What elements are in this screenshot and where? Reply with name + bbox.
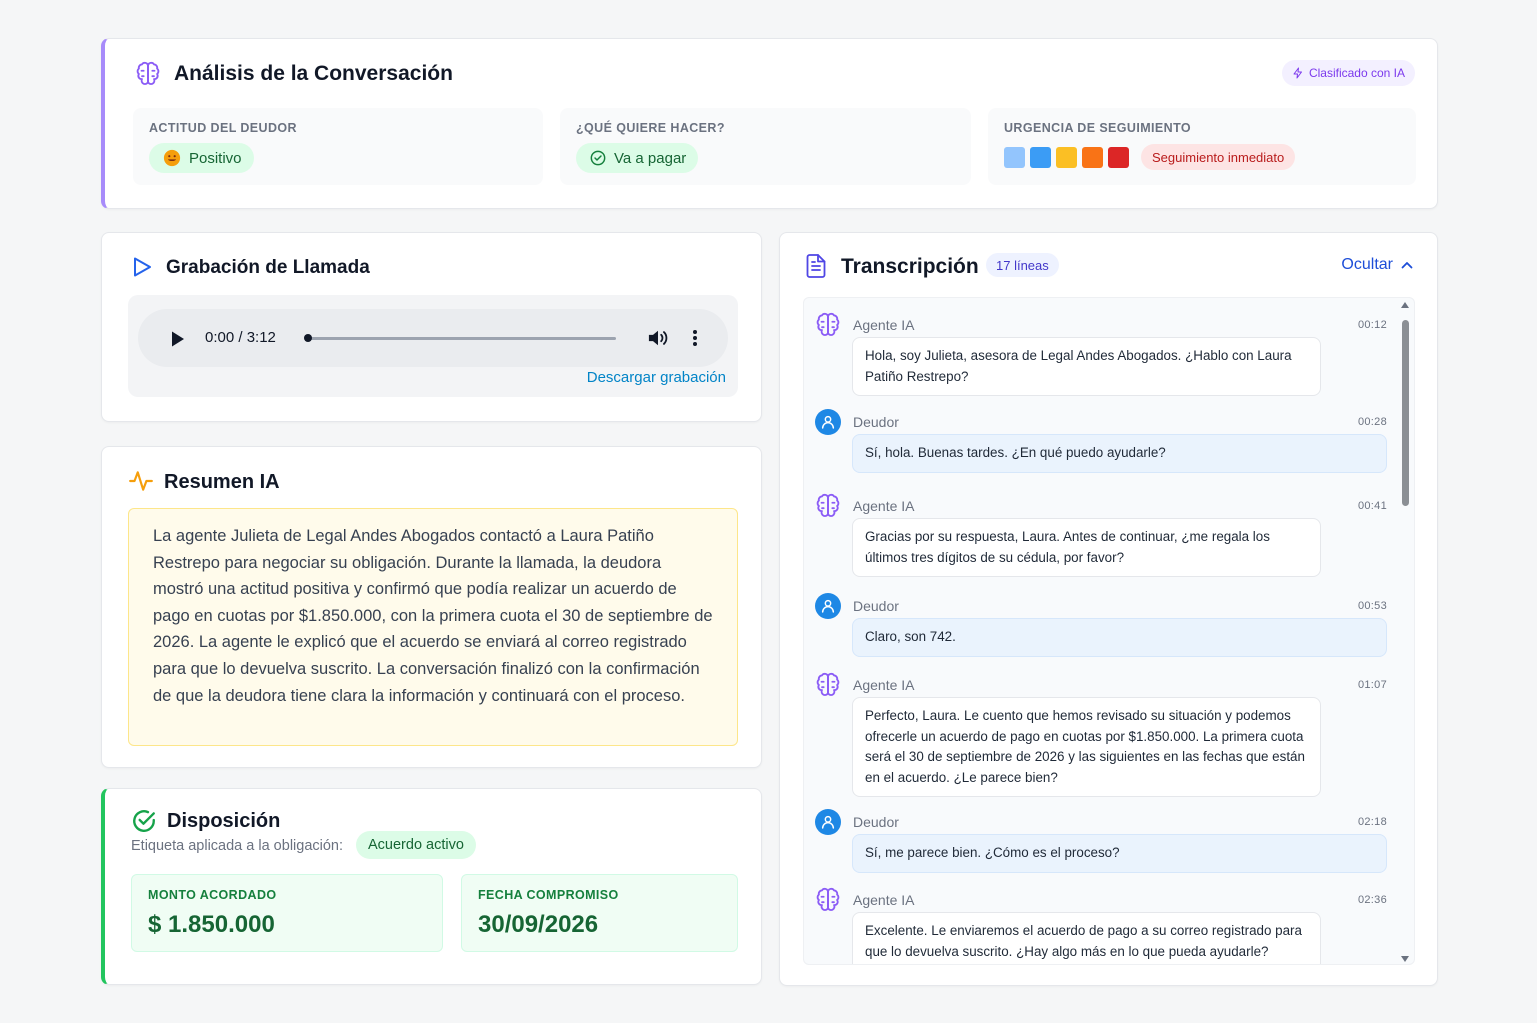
brain-icon: [815, 887, 841, 913]
intent-pill: Va a pagar: [576, 143, 699, 173]
urgency-label: URGENCIA DE SEGUIMIENTO: [1004, 121, 1191, 135]
analysis-title: Análisis de la Conversación: [174, 62, 453, 85]
message-timestamp: 00:28: [1357, 416, 1387, 428]
check-circle-icon: [590, 150, 606, 166]
scrollbar-thumb[interactable]: [1402, 320, 1409, 506]
brain-icon: [815, 672, 841, 698]
speaker-name: Deudor: [853, 814, 899, 830]
transcript-scroll-area[interactable]: Agente IA 00:12 Hola, soy Julieta, asesora…: [803, 297, 1415, 965]
speaker-name: Agente IA: [853, 498, 915, 514]
hide-transcript-label: Ocultar: [1341, 256, 1393, 273]
transcript-title: Transcripción: [841, 255, 979, 278]
play-outline-icon: [130, 255, 154, 279]
message-timestamp: 00:41: [1357, 500, 1387, 512]
speaker-name: Deudor: [853, 414, 899, 430]
ai-classified-badge: Clasificado con IA: [1281, 60, 1415, 86]
intent-tile: ¿QUÉ QUIERE HACER? Va a pagar: [560, 108, 971, 185]
intent-value: Va a pagar: [614, 149, 687, 167]
brain-icon: [815, 312, 841, 338]
recording-title: Grabación de Llamada: [166, 257, 370, 278]
urgency-level-3: [1056, 147, 1077, 168]
speaker-name: Agente IA: [853, 677, 915, 693]
summary-text: La agente Julieta de Legal Andes Abogado…: [128, 508, 738, 746]
playback-time: 0:00 / 3:12: [205, 329, 276, 346]
message-bubble: Claro, son 742.: [852, 618, 1387, 657]
user-avatar-icon: [815, 409, 841, 435]
analysis-card: Análisis de la Conversación Clasificado …: [101, 38, 1438, 209]
urgency-level-1: [1004, 147, 1025, 168]
seek-bar[interactable]: [306, 337, 616, 340]
summary-title: Resumen IA: [164, 471, 280, 493]
user-avatar-icon: [815, 593, 841, 619]
transcript-scrollbar[interactable]: [1400, 302, 1410, 962]
transcript-card: Transcripción 17 líneas Ocultar Agente I…: [779, 232, 1438, 986]
recording-card: Grabación de Llamada 0:00 / 3:12 Descarg…: [101, 232, 762, 422]
speaker-name: Deudor: [853, 598, 899, 614]
attitude-pill: Positivo: [149, 143, 254, 173]
agreed-amount-label: MONTO ACORDADO: [148, 888, 277, 902]
audio-player: 0:00 / 3:12: [138, 309, 728, 367]
summary-card: Resumen IA La agente Julieta de Legal An…: [101, 446, 762, 768]
more-options-icon[interactable]: [692, 328, 698, 348]
seek-handle[interactable]: [304, 334, 312, 342]
message-timestamp: 00:12: [1357, 319, 1387, 331]
ai-badge-label: Clasificado con IA: [1308, 66, 1405, 80]
urgency-status-pill: Seguimiento inmediato: [1141, 144, 1296, 170]
message-bubble: Hola, soy Julieta, asesora de Legal Ande…: [852, 337, 1321, 396]
play-button[interactable]: [170, 330, 186, 348]
agreed-amount-tile: MONTO ACORDADO $ 1.850.000: [131, 874, 443, 952]
urgency-tile: URGENCIA DE SEGUIMIENTO Seguimiento inme…: [988, 108, 1416, 185]
message-timestamp: 00:53: [1357, 600, 1387, 612]
commitment-date-tile: FECHA COMPROMISO 30/09/2026: [461, 874, 738, 952]
disposition-card: Disposición Etiqueta aplicada a la oblig…: [101, 788, 762, 985]
lines-count-badge: 17 líneas: [986, 253, 1059, 277]
pulse-icon: [128, 468, 154, 494]
disposition-tag: Acuerdo activo: [356, 831, 476, 859]
agreed-amount-value: $ 1.850.000: [148, 911, 275, 938]
document-icon: [804, 253, 828, 279]
message-bubble: Sí, hola. Buenas tardes. ¿En qué puedo a…: [852, 434, 1387, 473]
user-avatar-icon: [815, 809, 841, 835]
lightning-icon: [1292, 67, 1304, 79]
hide-transcript-button[interactable]: Ocultar: [1341, 256, 1413, 274]
speaker-name: Agente IA: [853, 317, 915, 333]
message-timestamp: 02:36: [1357, 894, 1387, 906]
attitude-label: ACTITUD DEL DEUDOR: [149, 121, 297, 135]
message-timestamp: 02:18: [1357, 816, 1387, 828]
message-bubble: Sí, me parece bien. ¿Cómo es el proceso?: [852, 834, 1387, 873]
smile-emoji-icon: [163, 149, 181, 167]
brain-icon: [815, 493, 841, 519]
brain-icon: [135, 61, 161, 87]
speaker-name: Agente IA: [853, 892, 915, 908]
scroll-up-arrow[interactable]: [1401, 302, 1409, 308]
message-bubble: Perfecto, Laura. Le cuento que hemos rev…: [852, 697, 1321, 797]
audio-player-container: 0:00 / 3:12 Descargar grabación: [128, 295, 738, 397]
chevron-up-icon: [1401, 261, 1413, 269]
attitude-tile: ACTITUD DEL DEUDOR Positivo: [133, 108, 543, 185]
urgency-level-2: [1030, 147, 1051, 168]
attitude-value: Positivo: [189, 149, 242, 167]
disposition-title: Disposición: [167, 810, 281, 832]
message-bubble: Excelente. Le enviaremos el acuerdo de p…: [852, 912, 1321, 964]
volume-icon[interactable]: [647, 328, 669, 348]
message-timestamp: 01:07: [1357, 679, 1387, 691]
scroll-down-arrow[interactable]: [1401, 956, 1409, 962]
intent-label: ¿QUÉ QUIERE HACER?: [576, 121, 725, 135]
urgency-level-indicator: [1004, 147, 1129, 168]
check-circle-icon: [131, 808, 157, 834]
urgency-level-5: [1108, 147, 1129, 168]
message-bubble: Gracias por su respuesta, Laura. Antes d…: [852, 518, 1321, 577]
urgency-level-4: [1082, 147, 1103, 168]
disposition-label: Etiqueta aplicada a la obligación:: [131, 838, 344, 854]
commitment-date-value: 30/09/2026: [478, 911, 599, 938]
download-recording-link[interactable]: Descargar grabación: [586, 369, 726, 386]
commitment-date-label: FECHA COMPROMISO: [478, 888, 619, 902]
